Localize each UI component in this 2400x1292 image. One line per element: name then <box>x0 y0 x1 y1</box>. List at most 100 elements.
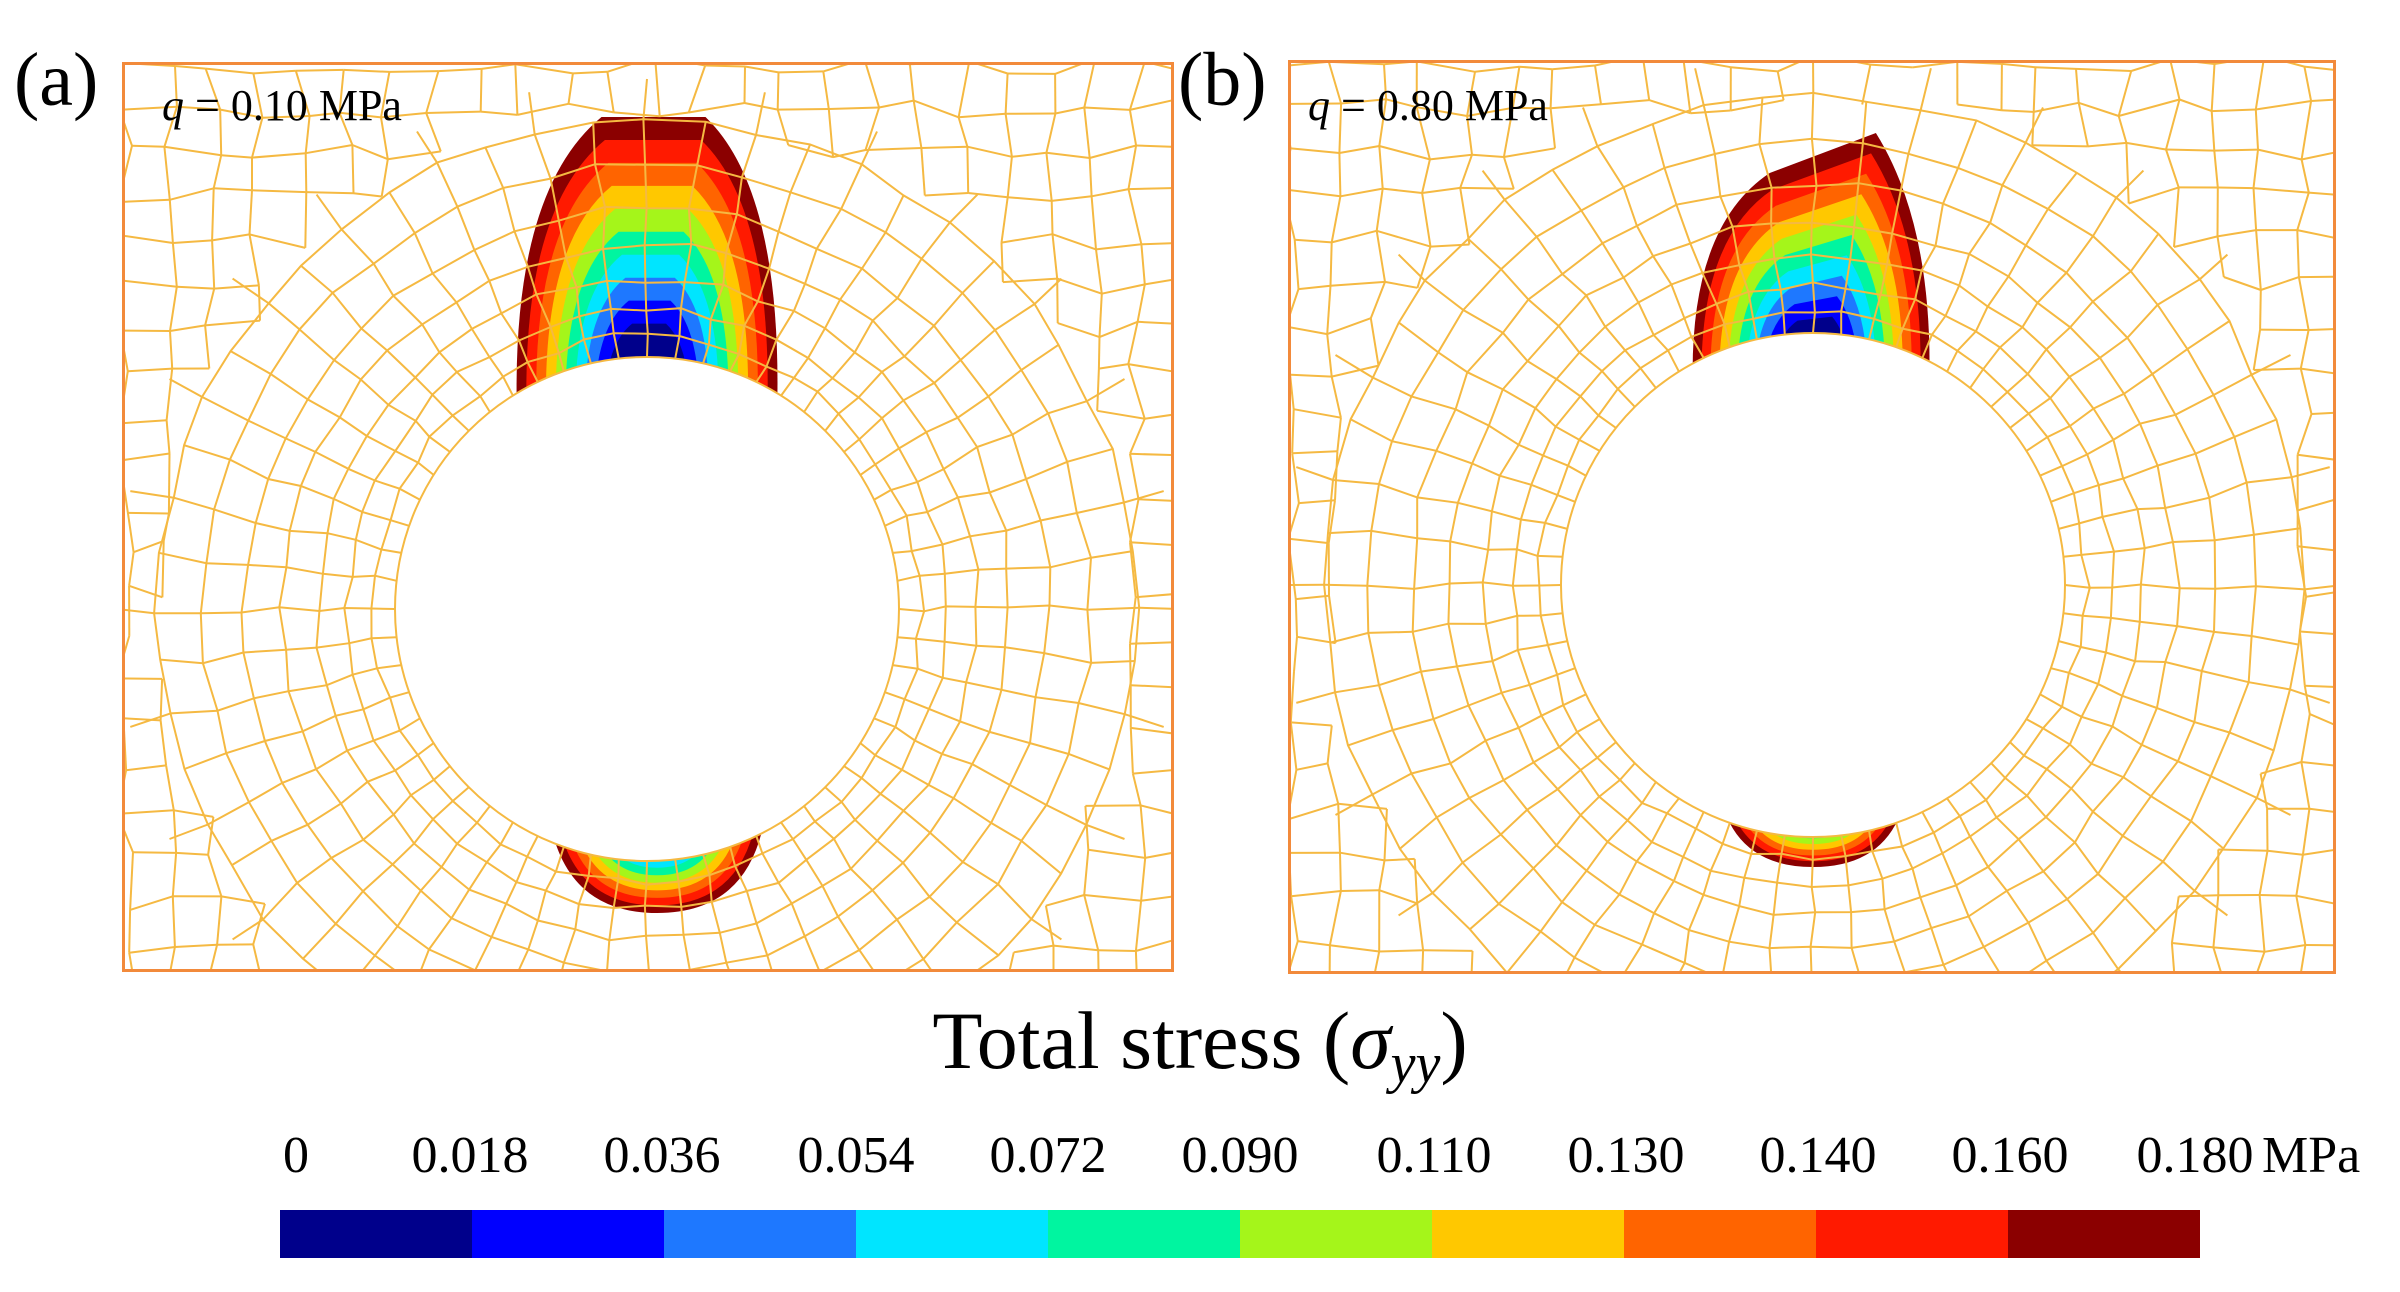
mesh-edge <box>2035 66 2077 70</box>
mesh-edge <box>778 70 824 74</box>
mesh-edge <box>2169 63 2215 65</box>
mesh-edge <box>1056 277 1103 295</box>
mesh-edge <box>1376 229 1431 248</box>
mesh-edge <box>1415 106 1431 160</box>
mesh-edge <box>125 764 167 772</box>
mesh-spoke <box>2050 667 2275 752</box>
mesh-edge <box>1056 278 1059 324</box>
mesh-edge <box>908 65 915 101</box>
mesh-spoke <box>755 163 863 383</box>
colorbar-tick-label: 0.090 <box>1181 1127 1299 1184</box>
mesh-edge <box>2295 895 2307 946</box>
mesh-edge <box>1297 940 1331 947</box>
mesh-edge <box>2214 148 2259 152</box>
mesh-edge <box>304 115 311 154</box>
mesh-spoke <box>230 350 435 476</box>
mesh-edge <box>776 72 780 110</box>
mesh-spoke <box>268 302 451 453</box>
mesh-edge <box>1912 63 1958 69</box>
mesh-edge <box>174 65 178 107</box>
panel-b-load-value: = 0.80 MPa <box>1341 81 1548 130</box>
mesh-edge <box>2210 63 2216 112</box>
mesh-edge <box>171 896 176 948</box>
mesh-edge <box>128 952 135 969</box>
mesh-spoke <box>300 264 470 432</box>
mesh-edge <box>126 512 135 553</box>
mesh-edge <box>125 809 174 815</box>
mesh-edge <box>1044 905 1055 946</box>
mesh-edge <box>125 330 129 372</box>
mesh-edge <box>2251 354 2291 376</box>
mesh-spoke <box>824 260 995 432</box>
mesh-edge <box>654 65 706 67</box>
mesh-edge <box>2291 466 2330 479</box>
mesh-edge <box>1132 768 1171 775</box>
colorbar-segment <box>1240 1210 1432 1258</box>
mesh-edge <box>1173 100 1174 103</box>
mesh-edge <box>2126 141 2167 151</box>
mesh-edge <box>1291 63 1329 67</box>
mesh-edge <box>1033 277 1063 305</box>
mesh-edge <box>1384 280 1418 289</box>
mesh-spoke <box>1809 836 1818 971</box>
colorbar-segment <box>664 1210 856 1258</box>
mesh-spoke <box>1840 101 1868 335</box>
mesh-edge <box>165 368 174 421</box>
mesh-grid <box>125 65 1174 969</box>
mesh-edge <box>2296 230 2300 278</box>
mesh-spoke <box>433 835 539 969</box>
mesh-spoke <box>2039 693 2258 799</box>
mesh-edge <box>2309 713 2333 730</box>
mesh-edge <box>1144 65 1171 73</box>
mesh-spoke <box>586 859 620 969</box>
mesh-spoke <box>2063 527 2301 558</box>
mesh-edge <box>304 192 308 248</box>
mesh-spoke <box>1506 781 1657 971</box>
mesh-edge <box>2165 149 2180 188</box>
mesh-edge <box>125 198 170 203</box>
mesh-edge <box>2297 276 2310 331</box>
mesh-edge <box>309 111 340 117</box>
mesh-edge <box>659 111 689 118</box>
mesh-edge <box>2301 149 2333 161</box>
legend-title: Total stress (σyy) <box>0 1000 2400 1093</box>
mesh-edge <box>172 239 213 244</box>
mesh-edge <box>2300 713 2311 763</box>
mesh-edge <box>1338 802 1388 810</box>
mesh-edge <box>248 190 253 235</box>
mesh-edge <box>688 102 745 114</box>
mesh-edge <box>2264 944 2306 953</box>
mesh-spoke <box>1467 238 1636 408</box>
colorbar-tick-label: 0.140 <box>1759 1127 1877 1184</box>
mesh-edge <box>380 71 391 118</box>
mesh-edge <box>425 70 440 114</box>
mesh-edge <box>2296 944 2307 971</box>
borehole-circle <box>1560 332 2066 838</box>
mesh-edge <box>2301 808 2311 855</box>
mesh-spoke <box>1469 762 1636 931</box>
mesh-edge <box>1127 321 1139 365</box>
mesh-edge <box>1341 98 1387 105</box>
mesh-spoke <box>2025 320 2231 452</box>
mesh-edge <box>1145 850 1171 859</box>
mesh-edge <box>128 909 132 953</box>
mesh-edge <box>133 539 165 554</box>
mesh-edge <box>2214 63 2265 65</box>
mesh-edge <box>1292 450 1338 455</box>
mesh-edge <box>205 67 254 75</box>
mesh-edge <box>1129 597 1137 644</box>
mesh-edge <box>1334 451 1339 501</box>
mesh-edge <box>207 854 223 897</box>
mesh-edge <box>232 277 270 305</box>
mesh-edge <box>1328 890 1342 946</box>
mesh-edge <box>1683 63 1731 69</box>
mesh-spoke <box>1327 529 1563 558</box>
mesh-edge <box>2256 797 2291 816</box>
mesh-edge <box>967 145 1013 158</box>
mesh-edge <box>1291 896 1299 942</box>
mesh-edge <box>125 677 163 680</box>
mesh-edge <box>572 70 608 75</box>
mesh-edge <box>2252 188 2258 231</box>
mesh-edge <box>1471 153 1504 158</box>
mesh-spoke <box>824 786 1000 957</box>
